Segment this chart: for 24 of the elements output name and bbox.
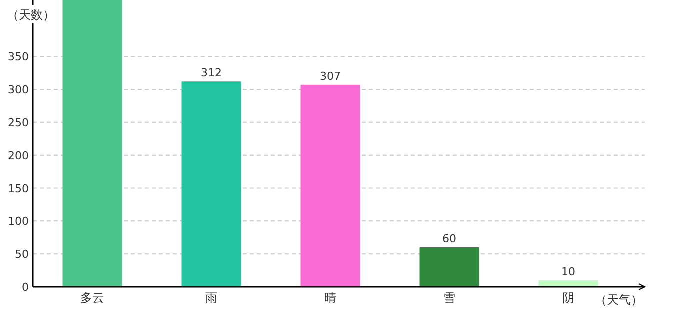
- y-tick-label: 0: [22, 281, 29, 294]
- x-axis-title: （天气）: [595, 293, 643, 307]
- x-tick-label: 多云: [80, 291, 104, 305]
- y-tick-label: 350: [8, 50, 29, 64]
- data-label: 312: [201, 66, 222, 80]
- y-tick-label: 50: [15, 248, 29, 262]
- x-tick-label: 雪: [444, 291, 456, 305]
- bar: [62, 0, 122, 287]
- y-axis-title: （天数）: [7, 8, 55, 22]
- y-tick-label: 300: [8, 84, 29, 97]
- y-tick-label: 200: [8, 149, 29, 162]
- data-label: 60: [442, 232, 456, 246]
- y-tick-label: 250: [8, 116, 29, 130]
- bar: [538, 280, 598, 287]
- y-tick-label: 100: [8, 215, 29, 228]
- x-tick-label: 阴: [562, 291, 574, 305]
- x-tick-label: 雨: [206, 291, 218, 305]
- x-tick-label: 晴: [324, 291, 336, 305]
- data-label: 10: [562, 265, 576, 278]
- data-label: 307: [320, 70, 341, 83]
- bar: [182, 82, 242, 287]
- y-tick-label: 150: [8, 182, 29, 196]
- bar: [300, 84, 360, 287]
- bar: [420, 248, 480, 287]
